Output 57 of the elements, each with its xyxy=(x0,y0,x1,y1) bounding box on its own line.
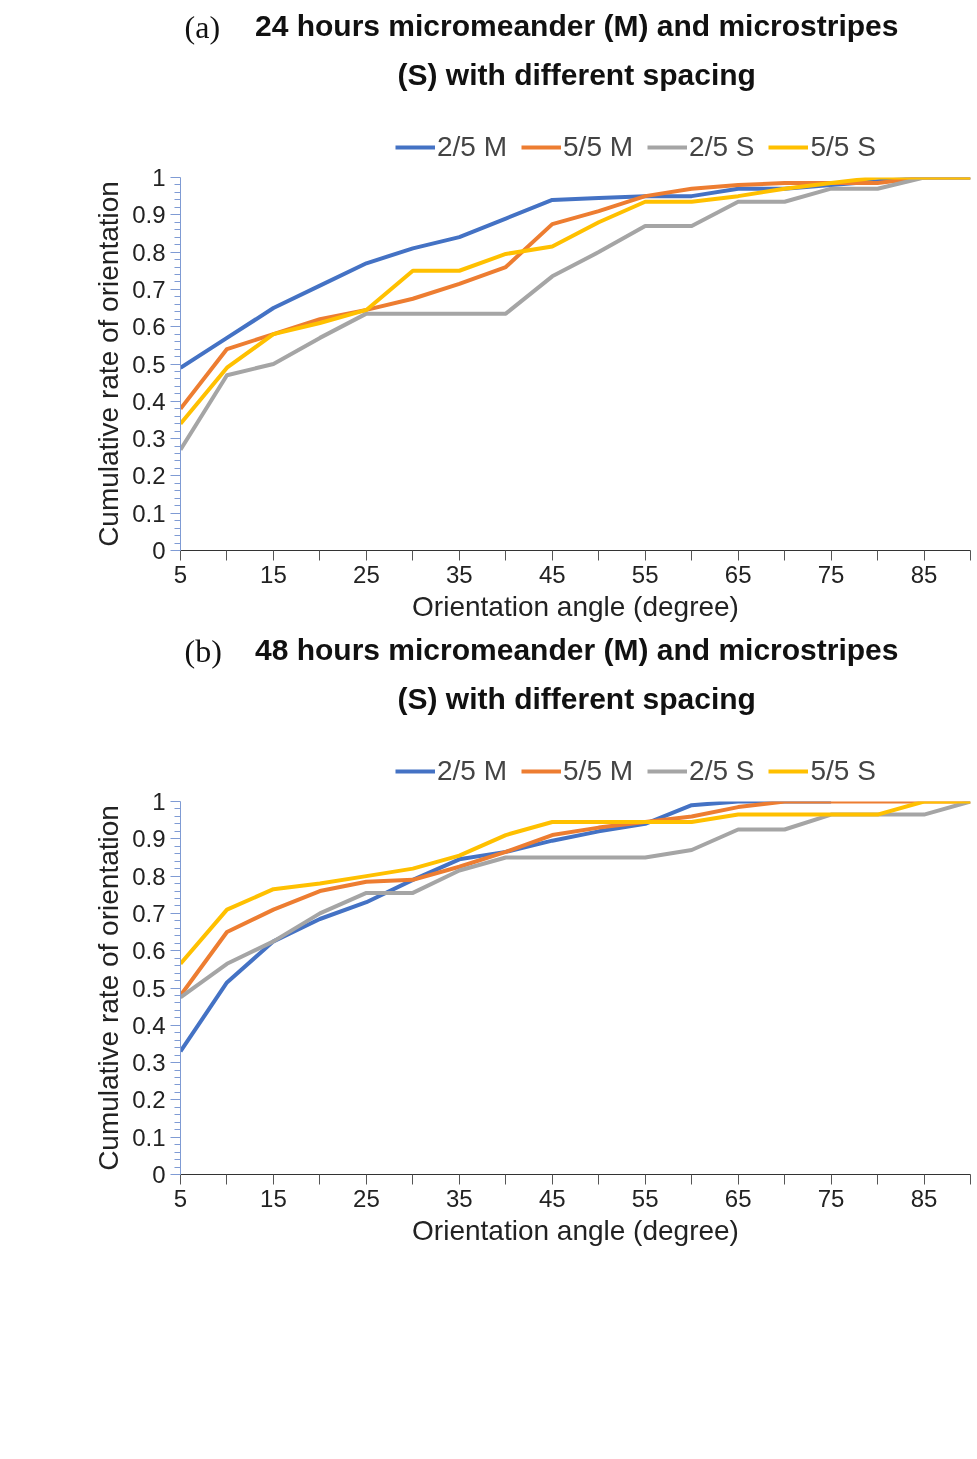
x-tick-label: 5 xyxy=(173,560,188,588)
x-tick-label: 55 xyxy=(631,1184,659,1212)
x-tick-label: 15 xyxy=(260,560,287,588)
y-tick-label: 0.9 xyxy=(132,201,166,229)
x-tick-label: 55 xyxy=(631,560,659,588)
y-tick-label: 0.6 xyxy=(132,937,166,965)
line-series xyxy=(180,801,971,966)
x-tick-label: 65 xyxy=(724,560,752,588)
y-tick-label: 0.1 xyxy=(132,1123,166,1151)
y-tick-label: 0.2 xyxy=(132,1086,166,1114)
chart-title: 48 hours micromeander (M) and microstripes (S) with different spacing xyxy=(254,632,899,715)
legend-label: 2/5 M xyxy=(437,131,508,163)
text: (a) xyxy=(184,8,221,45)
legend-label: 5/5 S xyxy=(810,755,876,787)
y-axis-title: Cumulative rate of orientation xyxy=(93,181,125,547)
text: (b) xyxy=(184,632,222,669)
y-tick-label: 0.6 xyxy=(132,313,166,341)
x-tick-label: 35 xyxy=(445,1184,473,1212)
x-tick-label: 25 xyxy=(353,560,380,588)
x-tick-label: 15 xyxy=(260,1184,287,1212)
y-tick-label: 0.3 xyxy=(132,1049,166,1077)
x-tick-label: 45 xyxy=(538,1184,566,1212)
x-tick-label: 35 xyxy=(445,560,473,588)
x-tick-label: 85 xyxy=(910,560,938,588)
y-tick-label: 0.5 xyxy=(132,350,166,378)
y-tick-label: 0.4 xyxy=(132,1011,166,1039)
x-tick-label: 25 xyxy=(353,1184,380,1212)
x-tick-label: 45 xyxy=(538,560,566,588)
y-tick-label: 0.2 xyxy=(132,462,166,490)
y-tick-label: 0.8 xyxy=(132,862,166,890)
x-axis-title: Orientation angle (degree) xyxy=(412,590,739,622)
legend-label: 2/5 S xyxy=(689,755,755,787)
y-tick-label: 1 xyxy=(152,164,166,191)
y-tick-label: 1 xyxy=(152,788,166,815)
x-tick-label: 5 xyxy=(173,1184,188,1212)
y-tick-label: 0.1 xyxy=(132,499,166,527)
y-tick-label: 0.7 xyxy=(132,899,166,927)
x-tick-label: 75 xyxy=(817,1184,845,1212)
x-tick-label: 65 xyxy=(724,1184,752,1212)
x-axis-title: Orientation angle (degree) xyxy=(412,1214,739,1246)
legend-label: 5/5 S xyxy=(810,131,876,163)
y-tick-label: 0 xyxy=(152,1161,166,1188)
y-tick-label: 0.5 xyxy=(132,974,166,1002)
x-tick-label: 85 xyxy=(910,1184,938,1212)
legend-label: 5/5 M xyxy=(563,131,634,163)
chart-title: 24 hours micromeander (M) and microstripes (S) with different spacing xyxy=(254,8,899,91)
x-tick-label: 75 xyxy=(817,560,845,588)
y-tick-label: 0 xyxy=(152,537,166,564)
y-tick-label: 0.7 xyxy=(132,275,166,303)
y-tick-label: 0.4 xyxy=(132,387,166,415)
y-tick-label: 0.8 xyxy=(132,238,166,266)
y-tick-label: 0.9 xyxy=(132,825,166,853)
legend-label: 2/5 M xyxy=(437,755,508,787)
y-axis-title: Cumulative rate of orientation xyxy=(93,805,125,1171)
legend-label: 5/5 M xyxy=(563,755,634,787)
y-tick-label: 0.3 xyxy=(132,425,166,453)
legend-label: 2/5 S xyxy=(689,131,755,163)
